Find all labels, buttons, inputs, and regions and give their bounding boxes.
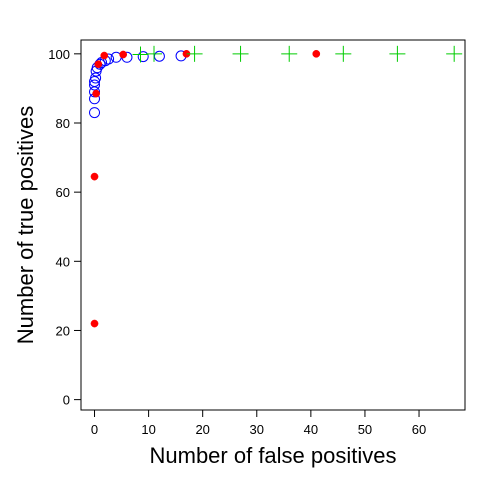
- red-filled-point: [119, 50, 128, 59]
- x-axis: 0 10 20 30 40 50 60: [91, 410, 426, 437]
- red-filled-point: [92, 89, 100, 98]
- green-plus-point: [132, 46, 149, 63]
- y-tick-label: 40: [56, 254, 70, 269]
- x-tick-label: 0: [91, 422, 98, 437]
- red-filled-point: [90, 319, 99, 328]
- blue-open-circle-point: [89, 79, 101, 91]
- x-tick-label: 40: [304, 422, 318, 437]
- blue-open-circle-point: [89, 107, 101, 119]
- y-tick-label: 60: [56, 185, 70, 200]
- red-filled-point: [100, 51, 109, 60]
- red-filled-point: [90, 172, 99, 181]
- y-axis: 0 20 40 60 80 100: [48, 47, 81, 408]
- green-plus-point: [146, 45, 163, 62]
- red-filled-point: [94, 60, 103, 69]
- blue-open-circle-point: [137, 51, 149, 63]
- x-axis-title: Number of false positives: [150, 443, 397, 468]
- blue-open-circle-point: [90, 72, 102, 84]
- y-tick-label: 80: [56, 116, 70, 131]
- red-filled-point: [312, 49, 321, 58]
- y-axis-title: Number of true positives: [13, 106, 38, 344]
- data-points: [89, 45, 463, 328]
- plot-frame: [80, 39, 466, 411]
- green-plus-point: [232, 45, 249, 62]
- x-tick-label: 10: [141, 422, 155, 437]
- green-plus-point: [446, 45, 463, 62]
- y-tick-label: 0: [63, 393, 70, 408]
- y-tick-label: 20: [56, 323, 70, 338]
- y-tick-label: 100: [48, 47, 70, 62]
- x-tick-label: 50: [358, 422, 372, 437]
- green-plus-point: [281, 45, 298, 62]
- x-tick-label: 20: [195, 422, 209, 437]
- green-plus-point: [389, 45, 406, 62]
- x-tick-label: 60: [412, 422, 426, 437]
- green-plus-point: [335, 45, 352, 62]
- green-plus-point: [186, 45, 203, 62]
- x-tick-label: 30: [250, 422, 264, 437]
